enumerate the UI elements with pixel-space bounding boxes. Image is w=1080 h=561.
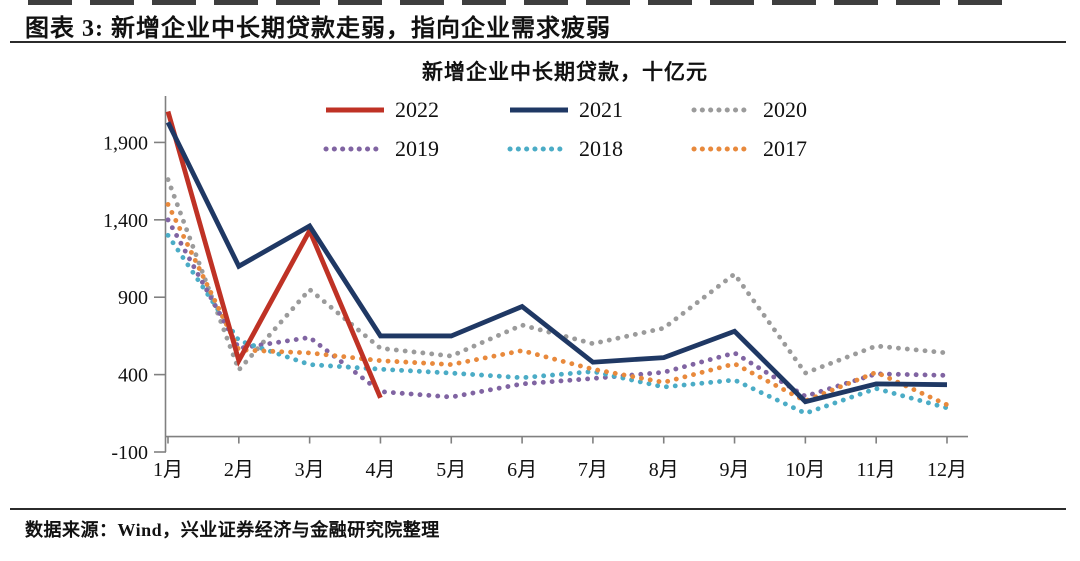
y-axis-label: 1,400 [103, 210, 148, 232]
series-line-2019 [165, 217, 950, 400]
x-axis-label: 9月 [720, 459, 750, 481]
plot-svg: -100 400 900 1,400 1,900 1月 2月 3月 4月 5月 6月 7月 8月 9月 10… [103, 96, 968, 481]
footer-divider [10, 508, 1066, 510]
x-axis-label: 5月 [436, 459, 466, 481]
x-axis-label: 8月 [649, 459, 679, 481]
x-axis-label: 2月 [224, 459, 254, 481]
series-line-2017 [165, 201, 950, 408]
x-axis-label: 12月 [927, 459, 967, 481]
chart-title: 新增企业中长期贷款，十亿元 [422, 60, 708, 84]
y-axis-label: 400 [118, 365, 148, 387]
y-axis-label: 1,900 [103, 132, 148, 154]
series-line-2022 [165, 110, 383, 399]
series-line-2021 [165, 121, 948, 405]
figure-heading: 图表 3: 新增企业中长期贷款走弱，指向企业需求疲弱 [25, 16, 611, 42]
heading-divider [10, 41, 1066, 43]
x-axis-label: 6月 [507, 459, 537, 481]
x-axis-label: 4月 [365, 459, 395, 481]
x-axis-label: 3月 [295, 459, 325, 481]
x-axis-label: 7月 [578, 459, 608, 481]
x-axis-label: 1月 [153, 459, 183, 481]
x-axis-label: 10月 [785, 459, 825, 481]
data-source-note: 数据来源：Wind，兴业证券经济与金融研究院整理 [25, 520, 440, 540]
x-axis-label: 11月 [857, 459, 896, 481]
plot-area: -100 400 900 1,400 1,900 1月 2月 3月 4月 5月 6月 7月 8月 9月 10… [0, 90, 1080, 500]
y-axis-label: 900 [118, 287, 148, 309]
cropped-previous-line-fragments [28, 0, 1008, 5]
y-axis-label: -100 [111, 442, 148, 464]
series-line-2018 [165, 232, 950, 416]
